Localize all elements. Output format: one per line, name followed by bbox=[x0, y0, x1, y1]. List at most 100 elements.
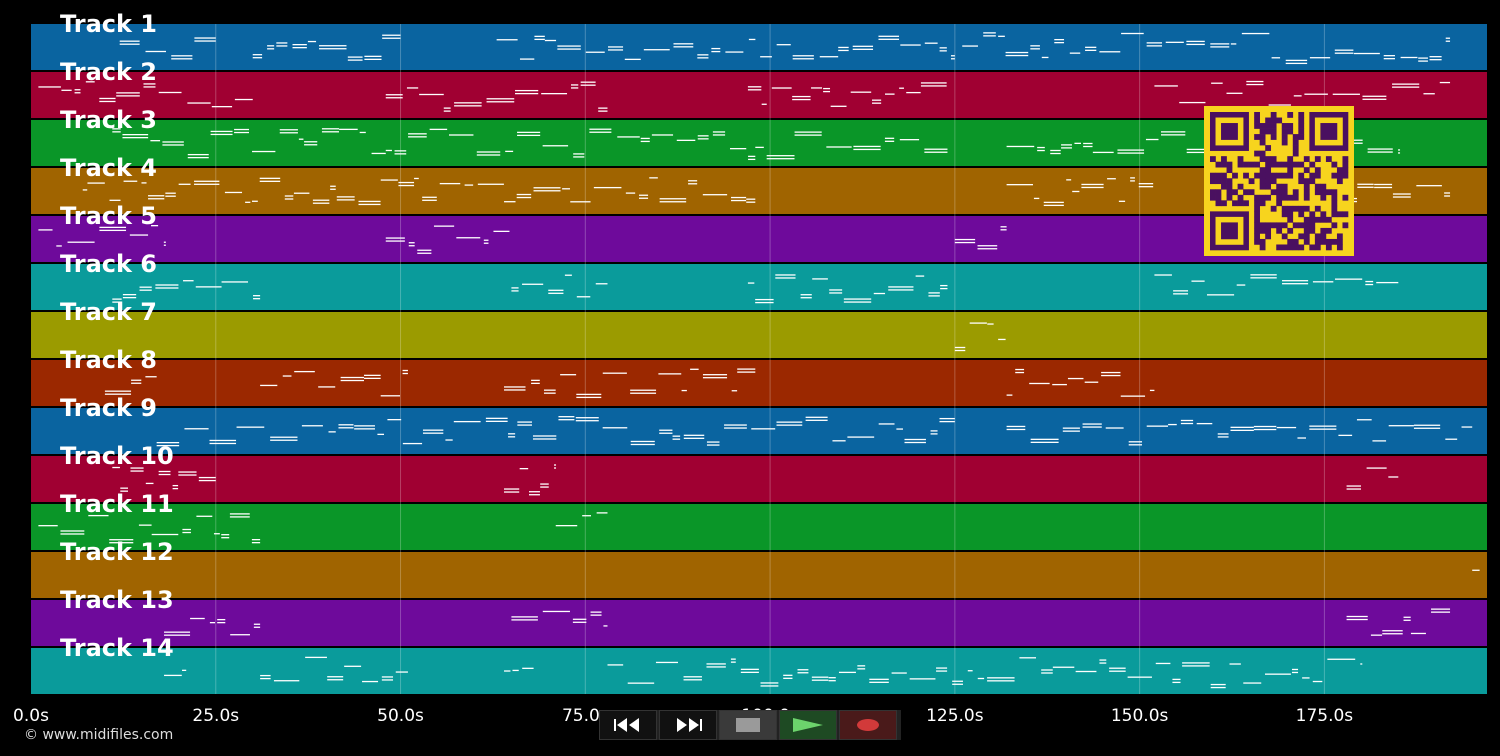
note bbox=[1030, 438, 1059, 440]
note bbox=[508, 436, 516, 438]
note bbox=[797, 672, 809, 674]
note bbox=[1005, 54, 1029, 57]
note bbox=[1092, 151, 1114, 154]
note bbox=[298, 138, 304, 140]
note bbox=[706, 666, 726, 668]
note bbox=[1365, 280, 1374, 283]
note bbox=[210, 130, 233, 133]
note bbox=[760, 56, 772, 58]
note bbox=[952, 683, 963, 685]
note bbox=[260, 384, 278, 387]
note bbox=[954, 346, 966, 349]
note bbox=[505, 150, 514, 153]
record-button[interactable] bbox=[839, 710, 897, 740]
note bbox=[380, 395, 401, 397]
note bbox=[1429, 56, 1442, 58]
stop-button[interactable] bbox=[719, 710, 777, 740]
note bbox=[1445, 438, 1458, 440]
note bbox=[1439, 81, 1451, 84]
note bbox=[775, 274, 796, 276]
note bbox=[1357, 186, 1374, 188]
note bbox=[234, 98, 253, 101]
note bbox=[1418, 60, 1428, 62]
note bbox=[1067, 377, 1084, 380]
note bbox=[954, 349, 966, 352]
note bbox=[327, 679, 344, 681]
note bbox=[760, 682, 779, 684]
note bbox=[924, 151, 948, 153]
note bbox=[1000, 226, 1007, 228]
note bbox=[792, 95, 811, 98]
fast-forward-button[interactable] bbox=[659, 710, 717, 740]
note bbox=[82, 189, 88, 191]
note bbox=[1382, 630, 1403, 632]
note bbox=[496, 39, 518, 41]
rewind-button[interactable] bbox=[599, 710, 657, 740]
note bbox=[305, 656, 327, 659]
note bbox=[1250, 274, 1277, 276]
note bbox=[1105, 427, 1124, 429]
note bbox=[1410, 632, 1426, 635]
note bbox=[659, 201, 687, 203]
note bbox=[630, 392, 657, 394]
note bbox=[1346, 485, 1361, 487]
copyright-text: © www.midifiles.com bbox=[24, 727, 174, 743]
play-button[interactable] bbox=[779, 710, 837, 740]
note bbox=[229, 516, 250, 518]
note bbox=[540, 486, 549, 488]
note bbox=[1043, 204, 1064, 207]
note bbox=[554, 467, 557, 469]
note bbox=[194, 40, 216, 42]
note bbox=[706, 663, 726, 665]
note bbox=[304, 144, 318, 146]
note bbox=[408, 242, 415, 244]
note bbox=[155, 284, 179, 286]
note bbox=[904, 438, 926, 441]
note bbox=[1173, 290, 1189, 292]
note bbox=[99, 97, 116, 100]
note bbox=[557, 48, 581, 50]
note bbox=[529, 491, 540, 493]
note bbox=[676, 139, 696, 141]
note bbox=[217, 621, 226, 624]
note bbox=[1030, 48, 1040, 50]
note bbox=[1338, 434, 1353, 437]
note bbox=[158, 470, 171, 473]
note bbox=[533, 190, 561, 192]
note bbox=[602, 427, 628, 429]
note bbox=[593, 186, 622, 189]
note bbox=[312, 202, 330, 204]
note bbox=[573, 153, 585, 155]
note bbox=[954, 238, 976, 241]
note bbox=[640, 137, 650, 140]
note bbox=[936, 667, 948, 669]
note bbox=[221, 537, 230, 539]
note bbox=[939, 50, 947, 52]
qr-code-icon bbox=[1204, 106, 1354, 256]
note bbox=[683, 679, 702, 681]
note bbox=[358, 200, 381, 203]
note bbox=[511, 619, 538, 621]
note bbox=[130, 467, 144, 469]
note bbox=[385, 149, 392, 152]
note bbox=[1006, 428, 1026, 431]
note bbox=[1099, 662, 1107, 664]
note bbox=[940, 287, 948, 290]
note bbox=[711, 50, 721, 53]
note bbox=[443, 110, 451, 112]
note bbox=[673, 46, 694, 48]
note bbox=[555, 525, 578, 527]
note bbox=[402, 369, 408, 372]
note bbox=[60, 530, 85, 532]
note bbox=[1083, 142, 1093, 145]
note bbox=[829, 289, 843, 291]
note bbox=[1033, 197, 1040, 200]
note bbox=[522, 283, 544, 285]
note bbox=[697, 138, 709, 140]
note bbox=[571, 84, 579, 86]
note bbox=[983, 35, 996, 37]
note bbox=[950, 55, 955, 57]
note bbox=[109, 539, 134, 541]
note bbox=[755, 146, 764, 149]
note bbox=[119, 40, 140, 42]
